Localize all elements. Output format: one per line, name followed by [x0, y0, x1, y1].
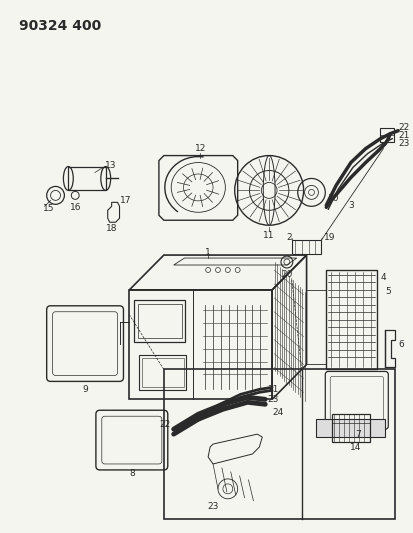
Text: 17: 17 — [119, 196, 131, 205]
Bar — [68, 166, 106, 190]
Bar — [139, 354, 187, 390]
Text: 3: 3 — [348, 201, 354, 210]
Text: 20: 20 — [281, 270, 292, 279]
Text: 14: 14 — [350, 442, 361, 451]
Text: 16: 16 — [69, 203, 81, 212]
Text: 13: 13 — [105, 161, 116, 170]
Bar — [164, 369, 395, 519]
Text: 22: 22 — [159, 419, 171, 429]
Text: 7: 7 — [355, 430, 361, 439]
Text: 10: 10 — [328, 194, 340, 203]
Bar — [316, 419, 385, 437]
Bar — [380, 128, 394, 142]
Bar — [326, 270, 377, 369]
Text: 12: 12 — [195, 144, 206, 153]
Text: 23: 23 — [267, 395, 279, 404]
Bar — [138, 304, 182, 337]
Bar — [292, 240, 321, 254]
Text: 21: 21 — [267, 385, 279, 394]
Bar — [142, 358, 183, 387]
Text: 6: 6 — [398, 340, 404, 349]
Text: 9: 9 — [82, 385, 88, 394]
Text: 21: 21 — [398, 131, 410, 140]
Text: 4: 4 — [380, 273, 386, 282]
Text: 5: 5 — [385, 287, 391, 296]
Text: 2: 2 — [286, 232, 292, 241]
Text: 15: 15 — [43, 204, 54, 213]
Text: 23: 23 — [398, 139, 410, 148]
Text: 24: 24 — [272, 408, 283, 417]
Text: 19: 19 — [324, 232, 336, 241]
Text: 11: 11 — [263, 231, 275, 240]
Text: 8: 8 — [129, 470, 135, 479]
Text: 23: 23 — [207, 502, 219, 511]
Text: 18: 18 — [106, 224, 117, 233]
Text: 1: 1 — [205, 247, 211, 256]
Bar — [134, 300, 185, 342]
Text: 90324 400: 90324 400 — [19, 19, 101, 33]
Bar — [332, 414, 370, 442]
Text: 22: 22 — [398, 123, 409, 132]
